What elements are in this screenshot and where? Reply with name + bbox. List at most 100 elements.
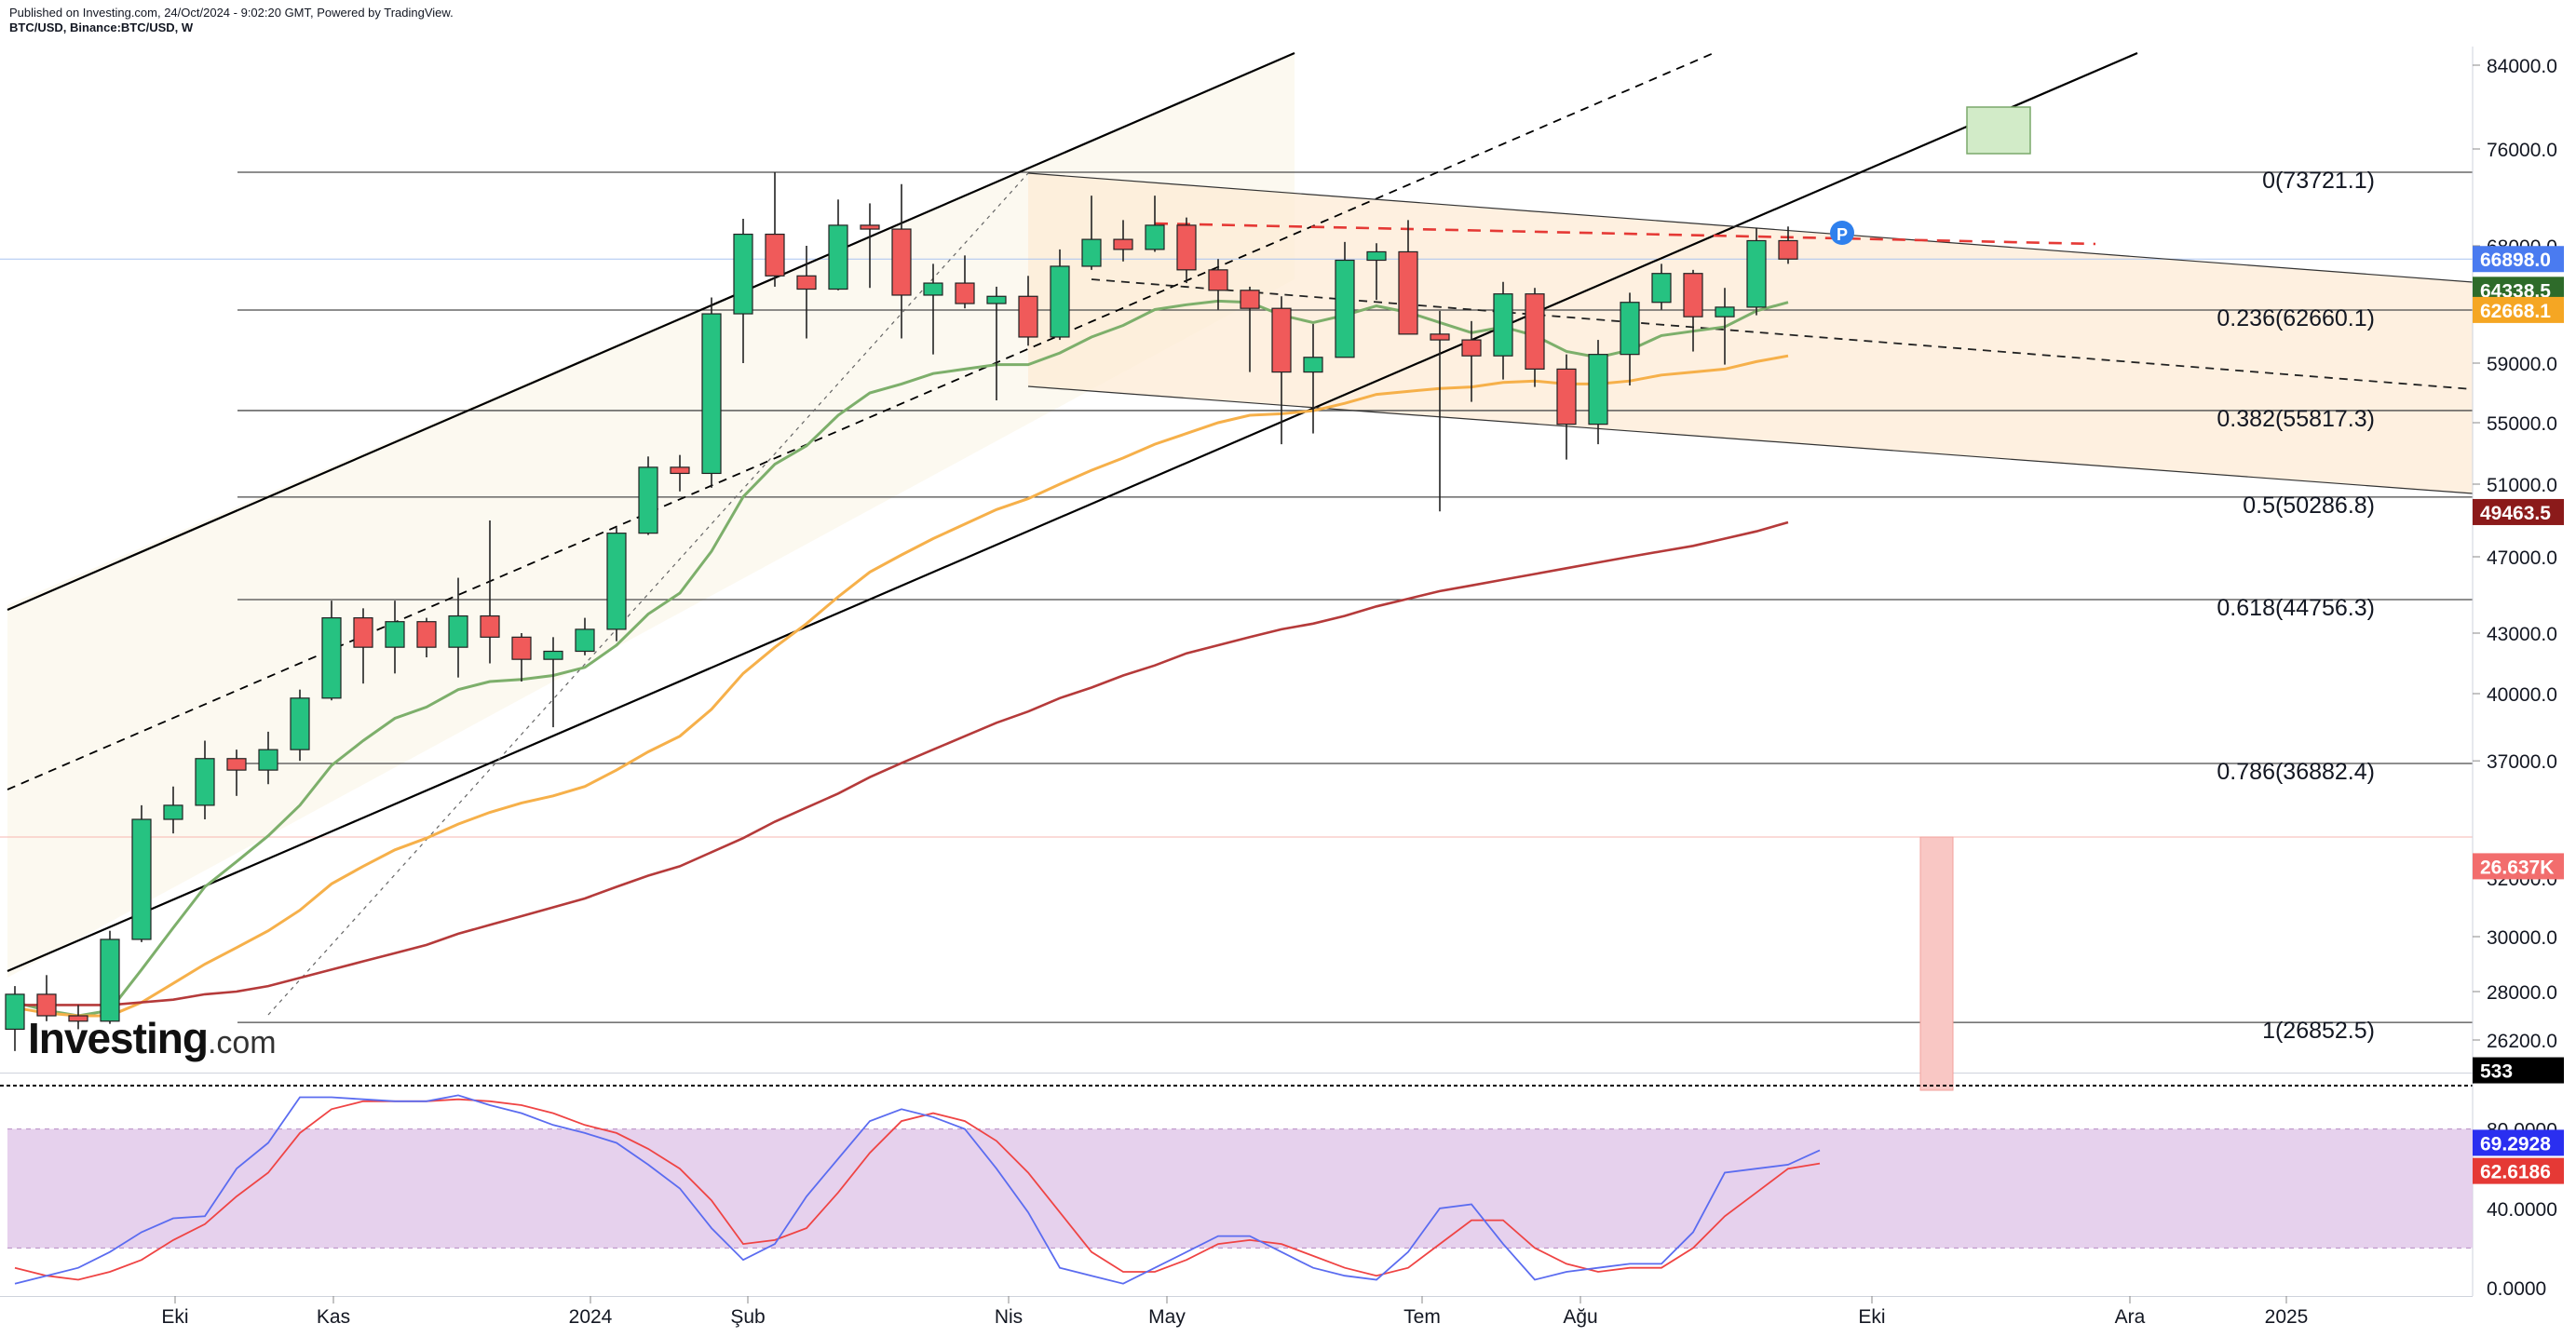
time-label: May: [1148, 1306, 1186, 1328]
candle-2024-07-08: [1303, 323, 1323, 434]
fib-label-0.382: 0.382(55817.3): [2217, 406, 2375, 432]
time-label: Tem: [1403, 1306, 1441, 1328]
candle-2023-11-13: [226, 750, 247, 796]
drop-range-box: [1919, 836, 1954, 1091]
descending-channel-fill: [1028, 173, 2473, 493]
candle-2024-03-04: [733, 219, 753, 363]
candle-2024-04-22: [955, 255, 975, 309]
lower-channel-line: [7, 51, 2138, 973]
price-tick-label: 84000.0: [2487, 56, 2557, 77]
candle-2024-09-30: [1683, 269, 1703, 352]
candle-body: [448, 614, 468, 648]
candle-2024-04-29: [986, 286, 1007, 400]
candle-2024-04-08: [891, 183, 912, 339]
candle-2023-10-16: [100, 930, 120, 1024]
price-label-text: 533: [2480, 1061, 2513, 1083]
time-label: Şub: [730, 1306, 765, 1328]
candle-body: [1525, 293, 1545, 371]
candle-body: [195, 758, 215, 806]
candle-body: [828, 224, 848, 290]
candle-body: [1430, 333, 1450, 341]
candle-2023-12-11: [353, 608, 373, 684]
oscillator-tick-label: 0.0000: [2487, 1278, 2546, 1300]
candle-2024-06-03: [1145, 196, 1165, 252]
candle-2024-02-19: [670, 454, 690, 492]
candle-2024-04-01: [860, 203, 880, 289]
candle-2024-01-01: [448, 577, 468, 678]
desc-channel-bottom: [1027, 385, 2474, 494]
candle-body: [1335, 259, 1355, 358]
candle-body: [163, 804, 183, 820]
p-marker-icon: [1830, 221, 1854, 245]
oscillator-value-text: 69.2928: [2480, 1133, 2551, 1155]
candle-2023-11-20: [258, 731, 278, 785]
candle-2023-10-02: [36, 975, 57, 1021]
candle-body: [1620, 302, 1640, 356]
candle-body: [606, 533, 627, 630]
price-label-box: [2473, 1057, 2564, 1084]
price-label-text: 62668.1: [2480, 301, 2551, 322]
candle-body: [1271, 307, 1292, 373]
fib-label-0.618: 0.618(44756.3): [2217, 595, 2375, 621]
desc-channel-mid: [1091, 278, 2474, 390]
candle-2024-08-05: [1430, 310, 1450, 512]
candle-body: [670, 466, 690, 475]
time-label: 2024: [569, 1306, 613, 1328]
investing-logo: Investing.com: [28, 1014, 277, 1062]
candle-body: [353, 616, 373, 648]
candle-2024-05-06: [1018, 276, 1038, 346]
candle-body: [1018, 295, 1038, 338]
candle-2024-06-24: [1240, 286, 1260, 372]
price-label-text: 49463.5: [2480, 503, 2551, 524]
candle-body: [1398, 250, 1418, 335]
candle-body: [36, 993, 57, 1017]
candle-2024-03-25: [828, 199, 848, 290]
upper-channel-line: [7, 51, 1295, 612]
candle-2024-07-15: [1335, 241, 1355, 358]
candle-2024-01-22: [543, 637, 563, 728]
candle-2024-08-26: [1525, 288, 1545, 387]
price-label-box: [2473, 853, 2564, 880]
candle-body: [226, 758, 247, 771]
moving-average-3: [15, 520, 1789, 1006]
oscillator-value-box: [2473, 1129, 2564, 1156]
candle-2023-11-27: [290, 689, 310, 762]
moving-average-2: [14, 354, 1789, 1018]
candle-body: [1176, 224, 1197, 271]
candle-2024-10-07: [1715, 288, 1735, 365]
candle-body: [543, 650, 563, 660]
fib-label-0.5: 0.5(50286.8): [2243, 493, 2375, 519]
oscillator-band: [7, 1128, 2473, 1249]
candle-2024-02-05: [606, 527, 627, 641]
time-label: Eki: [1858, 1306, 1885, 1328]
fib-label-1: 1(26852.5): [2262, 1018, 2375, 1044]
candle-2023-11-06: [195, 740, 215, 820]
candle-body: [258, 749, 278, 771]
fib-label-0: 0(73721.1): [2262, 168, 2375, 194]
time-label: Eki: [161, 1306, 188, 1328]
candle-body: [1461, 339, 1482, 357]
candle-2024-01-08: [480, 520, 500, 664]
price-tick-label: 43000.0: [2487, 624, 2557, 645]
price-tick-label: 26200.0: [2487, 1031, 2557, 1052]
candle-body: [1778, 239, 1798, 260]
candle-body: [1746, 239, 1767, 308]
candle-body: [416, 621, 437, 648]
candle-body: [733, 233, 753, 315]
candle-body: [1303, 357, 1323, 373]
candle-body: [1050, 265, 1070, 338]
candle-body: [1493, 293, 1513, 357]
candle-2024-01-29: [575, 617, 595, 655]
candle-body: [1145, 224, 1165, 250]
oscillator-value-text: 62.6186: [2480, 1162, 2551, 1183]
p-marker-letter: P: [1837, 225, 1848, 244]
candle-2024-08-12: [1461, 320, 1482, 402]
fib-label-0.786: 0.786(36882.4): [2217, 759, 2375, 785]
price-tick-label: 30000.0: [2487, 927, 2557, 949]
price-label-box: [2473, 296, 2564, 323]
mid-channel-line: [7, 52, 1715, 790]
fib-label-0.236: 0.236(62660.1): [2217, 305, 2375, 331]
candle-body: [480, 614, 500, 638]
price-tick-label: 51000.0: [2487, 475, 2557, 496]
